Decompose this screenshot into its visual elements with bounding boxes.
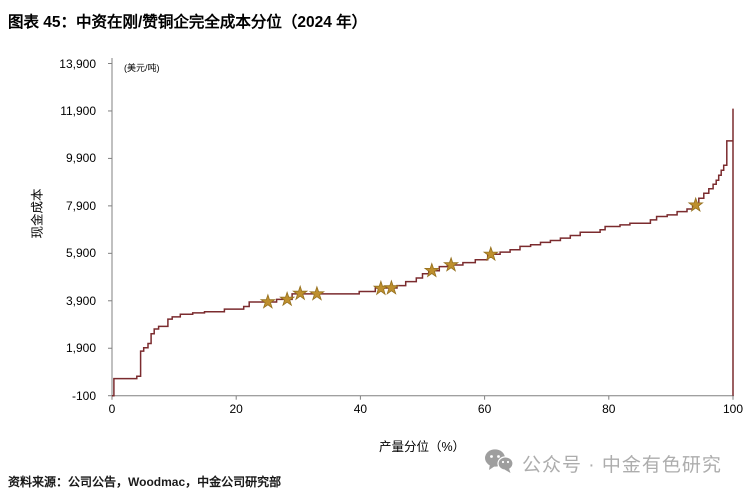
x-tick-label: 60 xyxy=(477,402,492,416)
x-tick-label: 40 xyxy=(353,402,368,416)
wechat-icon xyxy=(484,448,514,479)
star-marker xyxy=(383,279,400,295)
y-tick-label: -100 xyxy=(71,388,96,403)
star-marker xyxy=(279,290,296,307)
y-tick-label: 3,900 xyxy=(65,293,96,308)
x-tick-label: 80 xyxy=(602,402,616,416)
unit-label: (美元/吨) xyxy=(124,63,160,73)
y-tick-label: 7,900 xyxy=(65,198,96,213)
x-tick-label: 20 xyxy=(229,402,243,416)
watermark: 公众号 · 中金有色研究 xyxy=(484,448,722,479)
star-marker xyxy=(442,256,460,272)
source-note: 资料来源：公司公告，Woodmac，中金公司研究部 xyxy=(8,475,282,489)
chart-title: 图表 45：中资在刚/赞铜企完全成本分位（2024 年） xyxy=(8,14,368,31)
y-tick-label: 5,900 xyxy=(65,246,96,261)
y-tick-label: 9,900 xyxy=(65,151,96,166)
star-marker xyxy=(372,279,389,296)
star-marker xyxy=(292,284,309,301)
x-tick-label: 100 xyxy=(722,402,744,416)
y-tick-label: 13,900 xyxy=(59,56,96,71)
watermark-text: 公众号 · 中金有色研究 xyxy=(522,455,722,476)
star-marker xyxy=(259,293,276,309)
star-marker xyxy=(482,245,499,262)
star-marker xyxy=(687,196,704,213)
cost-curve-line xyxy=(112,108,734,397)
star-marker xyxy=(308,285,325,301)
x-axis-title: 产量分位（%） xyxy=(378,440,466,454)
star-marker xyxy=(423,262,440,278)
x-tick-label: 0 xyxy=(108,402,116,416)
y-tick-label: 1,900 xyxy=(65,341,96,356)
y-tick-label: 11,900 xyxy=(60,103,96,118)
